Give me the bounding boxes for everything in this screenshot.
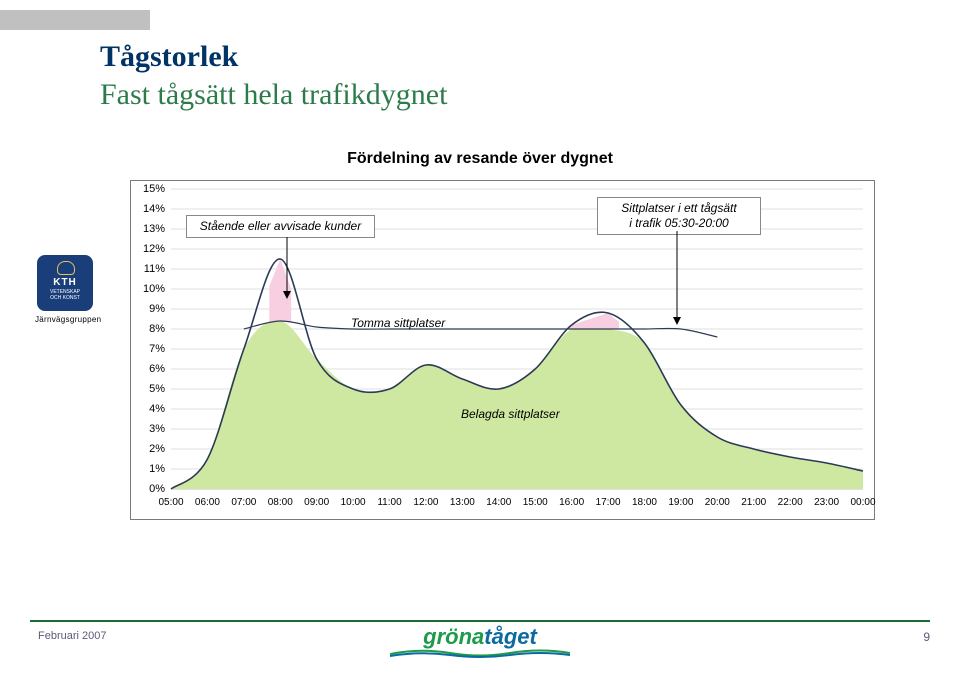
y-tick-label: 11% — [144, 263, 165, 275]
chart-container: 0% 1% 2% 3% 4% 5% 6% 7% 8% 9% 10% 11% 12% 13% 14% 15% 0… — [130, 180, 875, 520]
kth-sub2: OCH KONST — [50, 295, 80, 301]
footer-logo: grönatåget — [30, 624, 930, 658]
footer-rule — [30, 620, 930, 622]
y-tick-label: 1% — [149, 463, 165, 475]
x-tick-label: 15:00 — [523, 497, 548, 508]
x-tick-label: 10:00 — [341, 497, 366, 508]
x-tick-label: 05:00 — [158, 497, 183, 508]
y-tick-label: 12% — [143, 243, 165, 255]
x-axis-labels: 05:0006:0007:0008:0009:0010:0011:0012:00… — [171, 497, 863, 513]
y-tick-label: 0% — [149, 483, 165, 495]
kth-emblem-icon: VETENSKAP OCH KONST — [37, 255, 93, 311]
x-tick-label: 19:00 — [668, 497, 693, 508]
occupied-seats-label: Belagda sittplatser — [461, 407, 560, 421]
footer: Februari 2007 9 grönatåget — [30, 620, 930, 660]
x-tick-label: 07:00 — [231, 497, 256, 508]
x-tick-label: 09:00 — [304, 497, 329, 508]
x-tick-label: 23:00 — [814, 497, 839, 508]
x-tick-label: 14:00 — [486, 497, 511, 508]
x-tick-label: 06:00 — [195, 497, 220, 508]
seats-annotation-box: Sittplatser i ett tågsätt i trafik 05:30… — [597, 197, 761, 235]
header-accent-bar — [0, 10, 150, 30]
page-title-line2: Fast tågsätt hela trafikdygnet — [100, 78, 447, 112]
x-tick-label: 00:00 — [850, 497, 875, 508]
x-tick-label: 20:00 — [705, 497, 730, 508]
y-axis-labels: 0%1%2%3%4%5%6%7%8%9%10%11%12%13%14%15% — [133, 189, 167, 489]
footer-logo-part2: tåget — [484, 624, 537, 649]
x-tick-label: 18:00 — [632, 497, 657, 508]
y-tick-label: 7% — [149, 343, 165, 355]
standing-annotation-text: Stående eller avvisade kunder — [200, 219, 361, 233]
footer-logo-part1: gröna — [423, 624, 484, 649]
y-tick-label: 13% — [143, 223, 165, 235]
seats-annotation-line2: i trafik 05:30-20:00 — [629, 216, 728, 230]
y-tick-label: 4% — [149, 403, 165, 415]
y-tick-label: 2% — [149, 443, 165, 455]
y-tick-label: 3% — [149, 423, 165, 435]
y-tick-label: 10% — [143, 283, 165, 295]
seats-annotation-line1: Sittplatser i ett tågsätt — [621, 201, 736, 215]
x-tick-label: 08:00 — [268, 497, 293, 508]
standing-arrow-icon — [279, 237, 309, 317]
page-title-line1: Tågstorlek — [100, 40, 238, 74]
y-tick-label: 5% — [149, 383, 165, 395]
x-tick-label: 17:00 — [596, 497, 621, 508]
kth-logo: VETENSKAP OCH KONST Järnvägsgruppen — [35, 255, 95, 324]
page-root: Tågstorlek Fast tågsätt hela trafikdygne… — [0, 0, 960, 678]
y-tick-label: 14% — [143, 203, 165, 215]
chart-title: Fördelning av resande över dygnet — [0, 150, 960, 168]
x-tick-label: 21:00 — [741, 497, 766, 508]
standing-annotation-box: Stående eller avvisade kunder — [186, 215, 375, 238]
y-tick-label: 9% — [149, 303, 165, 315]
x-tick-label: 13:00 — [450, 497, 475, 508]
x-tick-label: 12:00 — [413, 497, 438, 508]
y-tick-label: 6% — [149, 363, 165, 375]
occupied-seats-area — [171, 321, 863, 489]
x-tick-label: 16:00 — [559, 497, 584, 508]
kth-sublabel: VETENSKAP OCH KONST — [37, 289, 93, 301]
empty-seats-label: Tomma sittplatser — [351, 316, 445, 330]
x-tick-label: 11:00 — [377, 497, 401, 508]
y-tick-label: 8% — [149, 323, 165, 335]
x-tick-label: 22:00 — [778, 497, 803, 508]
kth-caption: Järnvägsgruppen — [35, 315, 95, 324]
seats-arrow-icon — [671, 231, 701, 331]
y-tick-label: 15% — [143, 183, 165, 195]
